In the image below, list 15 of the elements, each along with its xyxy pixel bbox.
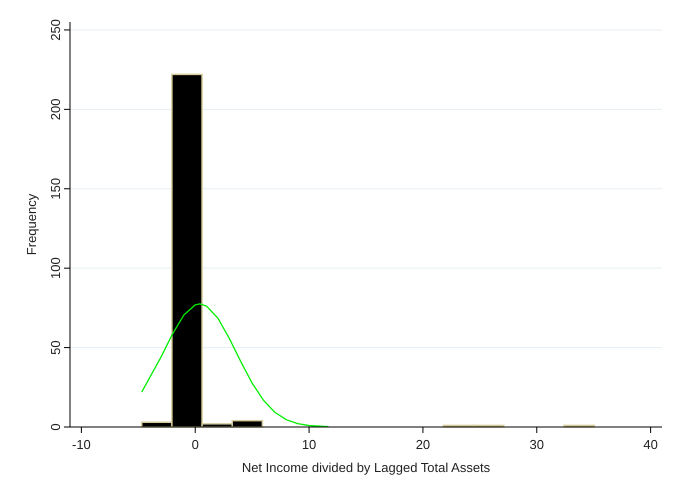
- y-tick-label: 250: [48, 19, 63, 41]
- y-tick-label: 200: [48, 98, 63, 120]
- x-tick-label: -10: [72, 437, 91, 452]
- y-tick-label: 100: [48, 257, 63, 280]
- y-axis-title: Frequency: [24, 193, 39, 256]
- x-tick-label: 20: [416, 437, 430, 452]
- x-tick-label: 10: [302, 437, 316, 452]
- y-tick-label: 0: [48, 423, 63, 431]
- y-tick-label: 150: [48, 178, 63, 200]
- x-tick-label: 40: [643, 437, 658, 452]
- x-tick-label: 0: [192, 437, 199, 452]
- x-axis-title: Net Income divided by Lagged Total Assets: [242, 460, 491, 475]
- x-tick-label: 30: [530, 437, 544, 452]
- line-series: [141, 303, 330, 428]
- y-tick-label: 50: [48, 340, 63, 355]
